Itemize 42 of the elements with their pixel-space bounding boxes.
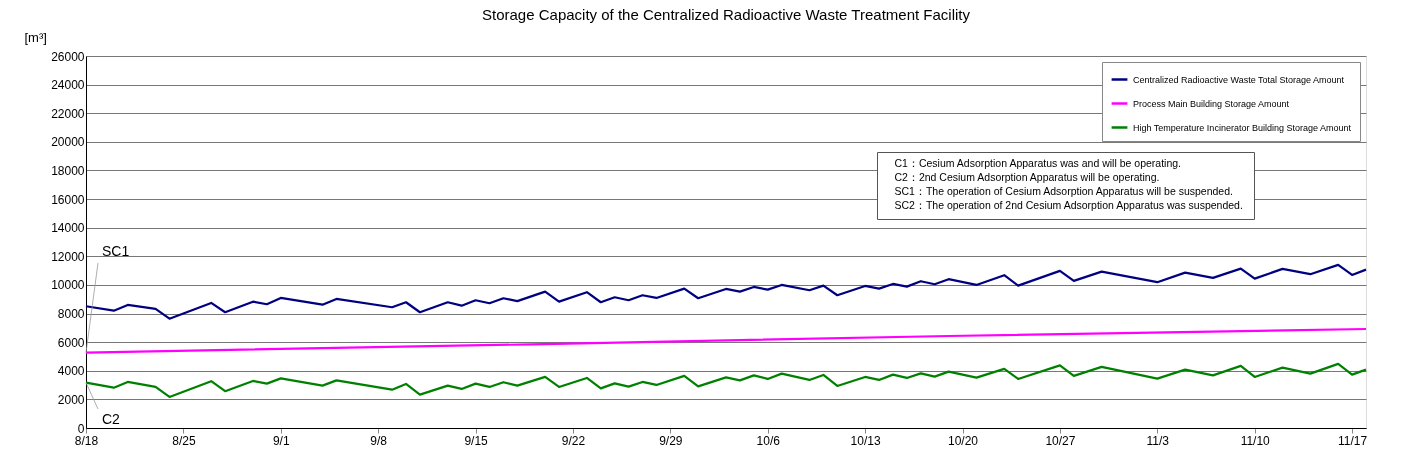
annotation: C1：Cesium Adsorption Apparatus was and will be operating. xyxy=(894,157,1181,170)
y-tick-label: 18000 xyxy=(51,163,85,178)
annotation: SC1 xyxy=(102,243,130,259)
x-tick-label: 9/8 xyxy=(370,433,388,448)
x-tick-label: 11/3 xyxy=(1146,433,1170,448)
x-tick-label: 11/17 xyxy=(1338,433,1368,448)
y-tick-label: 24000 xyxy=(51,78,85,93)
y-tick-label: 16000 xyxy=(51,192,85,207)
y-tick-label: 26000 xyxy=(51,49,85,64)
y-tick-label: 10000 xyxy=(51,278,85,293)
x-tick-label: 9/22 xyxy=(561,433,586,448)
x-tick-label: 9/29 xyxy=(659,433,683,448)
annotation: SC2：The operation of 2nd Cesium Adsorption Apparatus was suspended. xyxy=(894,199,1243,212)
x-tick-label: 10/6 xyxy=(756,433,781,448)
y-tick-label: 8000 xyxy=(57,307,85,322)
annotation: C2：2nd Cesium Adsorption Apparatus will be operating. xyxy=(894,171,1160,184)
y-tick-label: 0 xyxy=(77,421,85,436)
x-tick-label: 9/1 xyxy=(272,433,290,448)
x-tick-label: 10/27 xyxy=(1045,433,1076,448)
y-tick-label: 14000 xyxy=(51,221,85,236)
legend-label: High Temperature Incinerator Building Storage Amount xyxy=(1133,122,1352,133)
x-tick-label: 10/20 xyxy=(948,433,979,448)
line-series xyxy=(84,362,1368,399)
chart-title: Storage Capacity of the Centralized Radioactive Waste Treatment Facility xyxy=(482,6,971,23)
y-tick-label: 6000 xyxy=(57,335,85,350)
x-tick-label: 11/10 xyxy=(1240,433,1271,448)
legend-label: Centralized Radioactive Waste Total Storage Amount xyxy=(1133,74,1345,85)
y-tick-label: 2000 xyxy=(57,392,85,407)
y-tick-label: 12000 xyxy=(51,249,85,264)
x-tick-label: 9/15 xyxy=(464,433,489,448)
y-tick-label: 20000 xyxy=(51,135,85,150)
y-axis-title: [m³] xyxy=(24,29,47,45)
annotation: C2 xyxy=(102,411,121,427)
legend-label: Process Main Building Storage Amount xyxy=(1133,98,1290,109)
y-tick-label: 22000 xyxy=(51,106,85,121)
line-series xyxy=(84,327,1368,354)
x-tick-label: 8/18 xyxy=(74,433,99,448)
annotation: SC1：The operation of Cesium Adsorption Apparatus will be suspended. xyxy=(894,185,1233,198)
y-tick-label: 4000 xyxy=(57,364,85,379)
x-tick-label: 8/25 xyxy=(172,433,196,448)
line-series xyxy=(84,263,1368,320)
x-tick-label: 10/13 xyxy=(850,433,881,448)
